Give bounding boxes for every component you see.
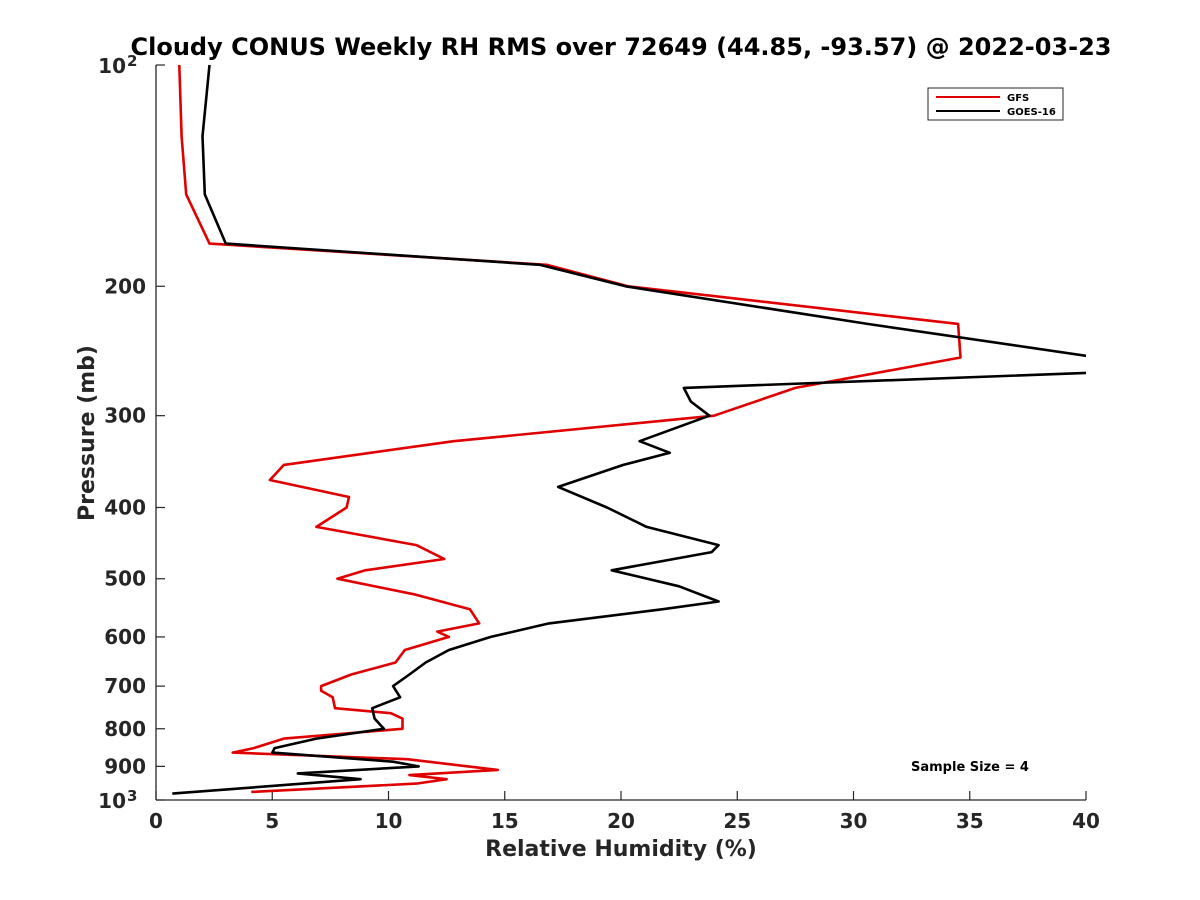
y-tick-label: 300 bbox=[104, 404, 146, 428]
legend-box bbox=[927, 87, 1064, 121]
y-tick-label: 800 bbox=[104, 717, 146, 741]
sample-size-annotation: Sample Size = 4 bbox=[911, 760, 1029, 775]
series-line-goes16 bbox=[172, 64, 1086, 795]
series bbox=[172, 64, 1086, 795]
y-tick-label: 400 bbox=[104, 496, 146, 520]
x-tick-label: 40 bbox=[1072, 809, 1100, 833]
y-tick-label: 10 bbox=[98, 54, 126, 78]
x-tick-label: 15 bbox=[491, 809, 519, 833]
legend-label-goes16: GOES-16 bbox=[1007, 107, 1056, 118]
series-line-gfs bbox=[178, 64, 962, 794]
y-tick-label: 500 bbox=[104, 567, 146, 591]
x-tick-label: 30 bbox=[840, 809, 868, 833]
x-tick-label: 0 bbox=[149, 809, 163, 833]
y-axis-label: Pressure (mb) bbox=[75, 345, 100, 521]
y-tick-exponent: 2 bbox=[127, 52, 137, 70]
x-ticks: 0 5 10 15 20 25 30 35 40 bbox=[149, 791, 1100, 833]
axes bbox=[155, 65, 1086, 801]
y-tick-base: 10 bbox=[98, 54, 126, 78]
x-tick-label: 20 bbox=[607, 809, 635, 833]
y-tick-label: 700 bbox=[104, 674, 146, 698]
y-tick-label: 600 bbox=[104, 625, 146, 649]
y-tick-label: 10 bbox=[98, 789, 126, 813]
x-tick-label: 25 bbox=[723, 809, 751, 833]
y-tick-label: 200 bbox=[104, 274, 146, 298]
x-axis-label: Relative Humidity (%) bbox=[485, 837, 757, 862]
legend-label-gfs: GFS bbox=[1007, 93, 1029, 104]
legend: GFS GOES-16 bbox=[927, 87, 1064, 121]
x-tick-label: 5 bbox=[265, 809, 279, 833]
x-tick-label: 10 bbox=[375, 809, 403, 833]
y-tick-exponent: 3 bbox=[127, 787, 137, 805]
x-tick-label: 35 bbox=[956, 809, 984, 833]
y-tick-base: 10 bbox=[98, 789, 126, 813]
chart-title: Cloudy CONUS Weekly RH RMS over 72649 (4… bbox=[131, 33, 1112, 61]
y-tick-label: 900 bbox=[104, 754, 146, 778]
